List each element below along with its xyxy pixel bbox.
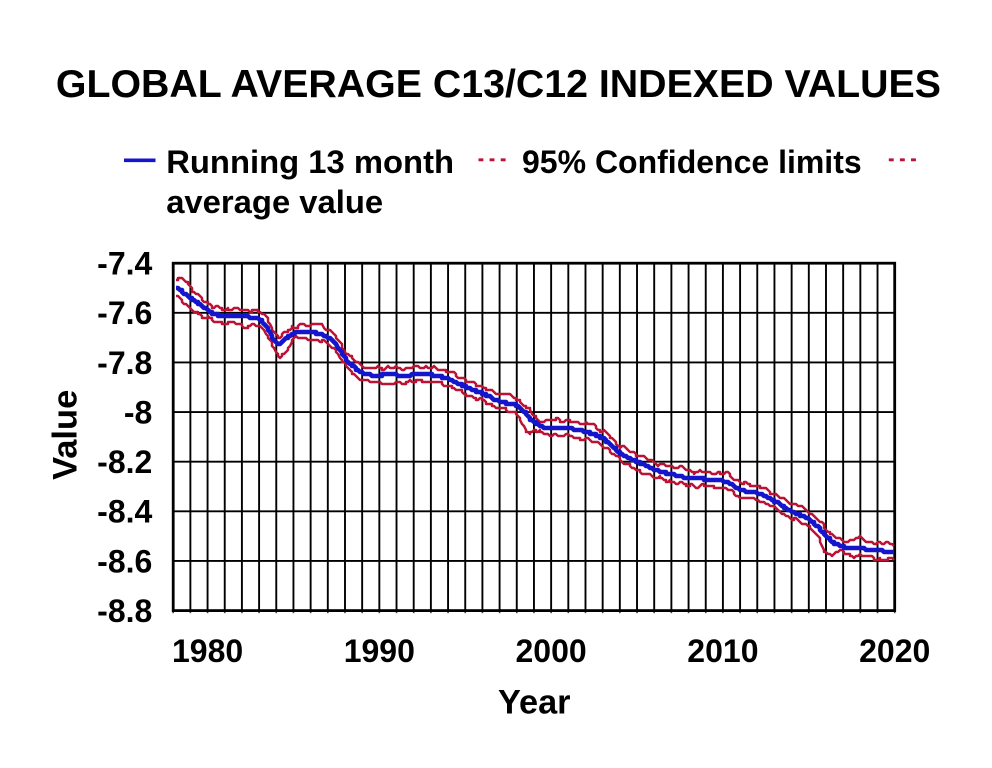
svg-text:-7.6: -7.6	[97, 295, 152, 331]
svg-text:-7.8: -7.8	[97, 345, 152, 381]
svg-text:-8: -8	[124, 394, 152, 430]
svg-text:-8.8: -8.8	[97, 593, 152, 629]
svg-text:2020: 2020	[859, 633, 930, 669]
svg-text:GLOBAL AVERAGE C13/C12 INDEXED: GLOBAL AVERAGE C13/C12 INDEXED VALUES	[56, 62, 941, 106]
svg-text:1980: 1980	[172, 633, 243, 669]
svg-text:1990: 1990	[344, 633, 415, 669]
svg-text:95% Confidence limits: 95% Confidence limits	[522, 144, 862, 180]
svg-text:average value: average value	[166, 183, 383, 220]
svg-text:-8.6: -8.6	[97, 543, 152, 579]
svg-text:Value: Value	[46, 390, 84, 480]
svg-text:-8.4: -8.4	[97, 494, 152, 530]
svg-text:2010: 2010	[687, 633, 758, 669]
svg-text:Year: Year	[498, 684, 570, 722]
svg-text:-7.4: -7.4	[97, 246, 152, 282]
svg-text:2000: 2000	[516, 633, 587, 669]
svg-text:-8.2: -8.2	[97, 444, 152, 480]
svg-text:Running 13 month: Running 13 month	[166, 143, 454, 180]
